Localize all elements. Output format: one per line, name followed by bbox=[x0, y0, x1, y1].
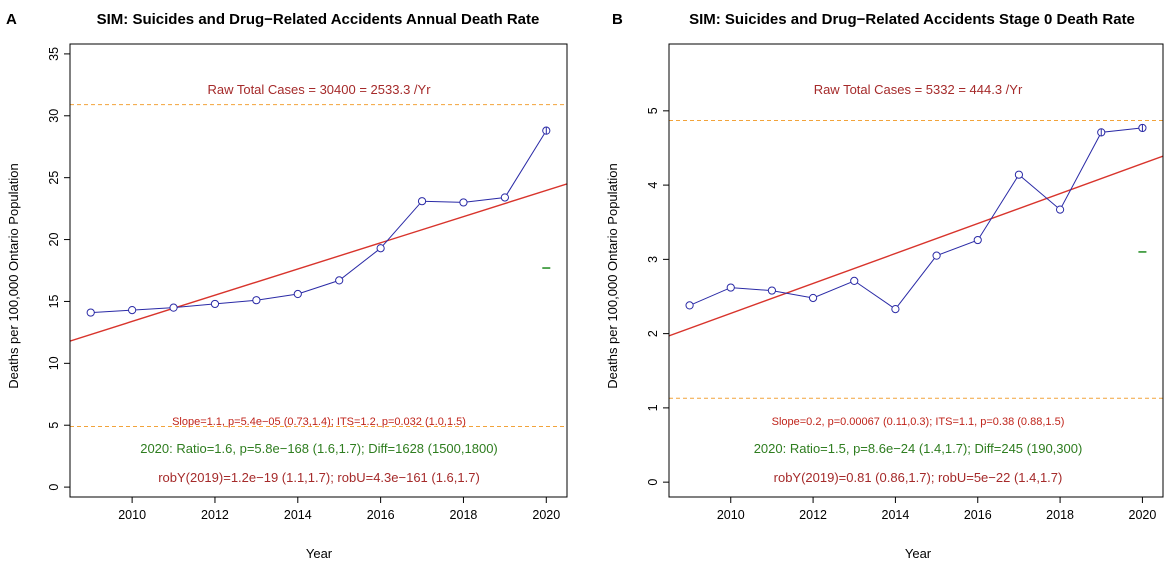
x-tick-label-a-2014: 2014 bbox=[284, 508, 312, 522]
slope-annotation-a: Slope=1.1, p=5.4e−05 (0.73,1.4); ITS=1.2… bbox=[172, 416, 466, 428]
y-tick-label-b-1: 1 bbox=[646, 404, 660, 411]
x-axis-label-a: Year bbox=[306, 546, 333, 561]
data-point-b-2014 bbox=[891, 305, 900, 314]
data-point-b-2013 bbox=[850, 276, 859, 285]
data-point-b-2012 bbox=[808, 293, 818, 303]
ratio-annotation-b: 2020: Ratio=1.5, p=8.6e−24 (1.4,1.7); Di… bbox=[754, 441, 1083, 456]
y-axis-label-a: Deaths per 100,000 Ontario Population bbox=[6, 163, 21, 389]
data-point-a-2019 bbox=[500, 193, 509, 202]
data-point-b-2010 bbox=[726, 283, 735, 292]
y-tick-label-a-10: 10 bbox=[47, 356, 61, 370]
series-line-b bbox=[689, 127, 1143, 310]
data-point-a-2012 bbox=[210, 299, 220, 309]
y-tick-label-b-4: 4 bbox=[646, 182, 660, 189]
raw-total-annotation-b: Raw Total Cases = 5332 = 444.3 /Yr bbox=[814, 82, 1023, 97]
data-point-a-2017 bbox=[417, 197, 427, 206]
data-point-b-2018 bbox=[1055, 205, 1065, 214]
data-point-a-2011 bbox=[169, 303, 178, 312]
rob-annotation-b: robY(2019)=0.81 (0.86,1.7); robU=5e−22 (… bbox=[774, 470, 1063, 485]
x-tick-label-b-2012: 2012 bbox=[799, 508, 827, 522]
x-tick-label-b-2016: 2016 bbox=[964, 508, 992, 522]
panel-a: A SIM: Suicides and Drug−Related Acciden… bbox=[6, 11, 568, 561]
data-point-a-2015 bbox=[335, 276, 344, 285]
y-tick-label-a-20: 20 bbox=[47, 233, 61, 247]
x-axis-label-b: Year bbox=[905, 546, 932, 561]
plot-box-a bbox=[69, 43, 568, 498]
y-tick-label-b-5: 5 bbox=[646, 107, 660, 114]
data-point-b-2016 bbox=[973, 235, 982, 245]
x-tick-label-b-2010: 2010 bbox=[717, 508, 745, 522]
y-tick-label-b-0: 0 bbox=[646, 479, 660, 486]
rob-annotation-a: robY(2019)=1.2e−19 (1.1,1.7); robU=4.3e−… bbox=[158, 470, 480, 485]
data-point-a-2010 bbox=[128, 306, 137, 315]
plot-area-a: 2010 2012 2014 2016 2018 2020 0 5 10 15 20 25 30 35 bbox=[47, 43, 568, 522]
y-axis-label-b: Deaths per 100,000 Ontario Population bbox=[605, 163, 620, 389]
data-point-b-2011 bbox=[767, 286, 777, 295]
x-tick-label-a-2012: 2012 bbox=[201, 508, 229, 522]
panel-letter-a: A bbox=[6, 11, 17, 28]
y-tick-label-a-25: 25 bbox=[47, 171, 61, 185]
x-tick-label-a-2020: 2020 bbox=[532, 508, 560, 522]
y-tick-label-a-30: 30 bbox=[47, 109, 61, 123]
y-tick-label-a-5: 5 bbox=[47, 422, 61, 429]
slope-annotation-b: Slope=0.2, p=0.00067 (0.11,0.3); ITS=1.1… bbox=[772, 416, 1065, 428]
panel-letter-b: B bbox=[612, 11, 623, 28]
panel-b: B SIM: Suicides and Drug−Related Acciden… bbox=[605, 11, 1164, 561]
data-point-a-2018 bbox=[459, 198, 468, 207]
data-point-b-2017 bbox=[1014, 170, 1024, 179]
x-tick-label-a-2018: 2018 bbox=[450, 508, 478, 522]
data-point-a-2014 bbox=[293, 289, 302, 299]
y-tick-label-a-35: 35 bbox=[47, 47, 61, 61]
data-point-b-2009 bbox=[685, 301, 694, 310]
y-tick-label-b-2: 2 bbox=[646, 330, 660, 337]
y-tick-label-a-15: 15 bbox=[47, 294, 61, 308]
chart-title-a: SIM: Suicides and Drug−Related Accidents… bbox=[97, 11, 540, 28]
x-tick-label-b-2014: 2014 bbox=[882, 508, 910, 522]
x-tick-label-b-2020: 2020 bbox=[1129, 508, 1157, 522]
y-tick-label-a-0: 0 bbox=[47, 484, 61, 491]
y-tick-label-b-3: 3 bbox=[646, 256, 660, 263]
x-tick-label-b-2018: 2018 bbox=[1046, 508, 1074, 522]
series-line-a bbox=[90, 130, 547, 314]
raw-total-annotation-a: Raw Total Cases = 30400 = 2533.3 /Yr bbox=[207, 82, 431, 97]
trend-line-b bbox=[669, 155, 1163, 337]
trend-line-a bbox=[70, 183, 567, 342]
plot-box-b bbox=[668, 43, 1164, 498]
data-point-a-2009 bbox=[86, 308, 95, 317]
x-tick-label-a-2016: 2016 bbox=[367, 508, 395, 522]
data-point-a-2016 bbox=[376, 244, 385, 253]
ratio-annotation-a: 2020: Ratio=1.6, p=5.8e−168 (1.6,1.7); D… bbox=[140, 441, 498, 456]
plot-area-b: 2010 2012 2014 2016 2018 2020 0 1 2 3 4 5 bbox=[646, 43, 1164, 522]
x-tick-label-a-2010: 2010 bbox=[118, 508, 146, 522]
data-point-a-2013 bbox=[252, 296, 261, 305]
chart-title-b: SIM: Suicides and Drug−Related Accidents… bbox=[689, 11, 1135, 28]
data-point-b-2015 bbox=[932, 251, 941, 260]
